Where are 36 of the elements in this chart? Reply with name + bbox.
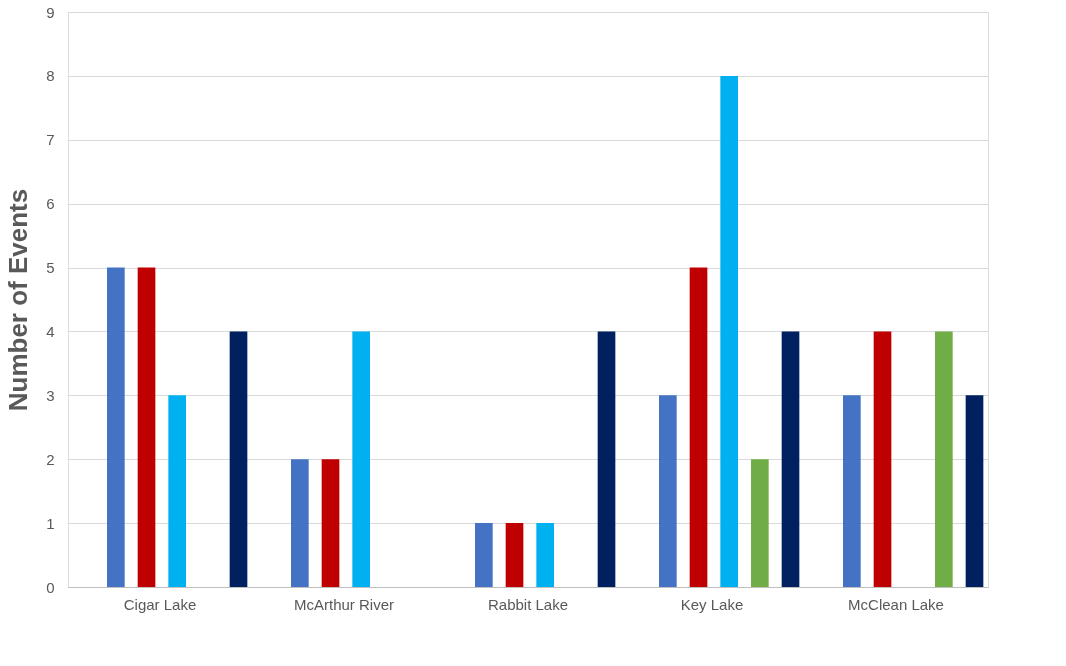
x-tick-label: Key Lake <box>680 595 744 613</box>
x-tick-label: Rabbit Lake <box>487 595 569 613</box>
y-tick-label: 6 <box>46 195 55 213</box>
y-tick-label: 5 <box>46 259 55 277</box>
bar <box>597 331 616 587</box>
bar <box>751 459 769 587</box>
bar <box>965 395 984 587</box>
bar <box>229 331 248 587</box>
bar <box>475 523 493 587</box>
y-tick-label: 8 <box>46 67 55 85</box>
bar <box>843 395 861 587</box>
x-tick-label: McClean Lake <box>848 595 944 613</box>
bar <box>935 331 953 587</box>
y-tick-label: 1 <box>46 514 55 532</box>
bar <box>781 331 800 587</box>
y-tick-label: 4 <box>46 322 55 340</box>
bar <box>321 459 340 587</box>
x-tick-label: Cigar Lake <box>123 595 197 613</box>
bar <box>505 523 524 587</box>
x-tick-label: McArthur River <box>293 595 395 613</box>
bar <box>720 75 739 587</box>
y-tick-label: 7 <box>46 131 55 149</box>
bar <box>137 267 156 587</box>
y-tick-label: 3 <box>46 386 55 404</box>
bar <box>107 267 125 587</box>
bar <box>536 523 555 587</box>
y-tick-label: 0 <box>46 578 55 596</box>
y-tick-label: 9 <box>46 3 55 21</box>
y-tick-label: 2 <box>46 450 55 468</box>
bar <box>352 331 371 587</box>
bar <box>873 331 892 587</box>
bar <box>291 459 309 587</box>
bar <box>168 395 187 587</box>
bar <box>689 267 708 587</box>
bar <box>659 395 677 587</box>
y-axis-title: Number of Events <box>3 188 34 412</box>
